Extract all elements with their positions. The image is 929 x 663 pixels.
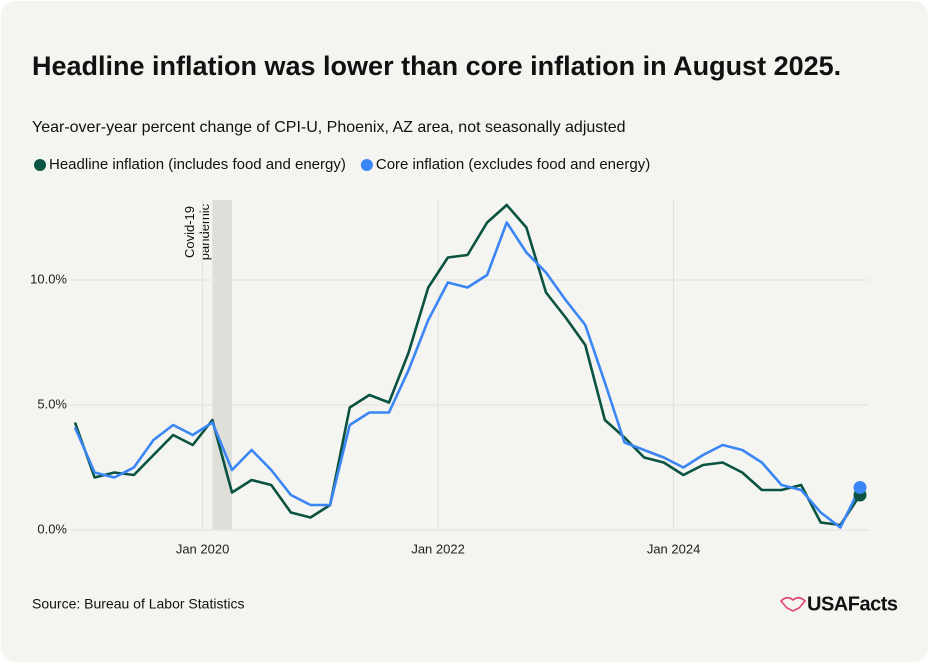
source: Source: Bureau of Labor Statistics — [32, 596, 244, 612]
annotation-text: pandemic — [197, 203, 212, 260]
y-tick-label: 0.0% — [37, 521, 67, 536]
series-line — [73, 221, 862, 529]
x-tick-label: Jan 2020 — [176, 541, 230, 556]
chart-title: Headline inflation was lower than core i… — [32, 51, 841, 81]
brand-icon — [779, 596, 807, 612]
series-line — [73, 203, 862, 527]
legend-swatch — [34, 159, 46, 171]
brand-logo: USAFacts — [779, 593, 898, 615]
y-tick-label: 10.0% — [30, 271, 67, 286]
end-point — [853, 481, 867, 494]
brand-name: USAFacts — [807, 593, 898, 615]
legend-label: Core inflation (excludes food and energy… — [376, 156, 650, 173]
x-tick-label: Jan 2022 — [411, 541, 465, 556]
pandemic-band — [212, 200, 232, 530]
legend-swatch — [360, 159, 373, 171]
x-tick-label: Jan 2024 — [647, 541, 701, 556]
annotation-text: Covid-19 — [182, 206, 197, 258]
legend-label: Headline inflation (includes food and en… — [49, 156, 346, 173]
y-tick-label: 5.0% — [37, 396, 67, 411]
chart-subtitle: Year-over-year percent change of CPI-U, … — [32, 119, 626, 136]
